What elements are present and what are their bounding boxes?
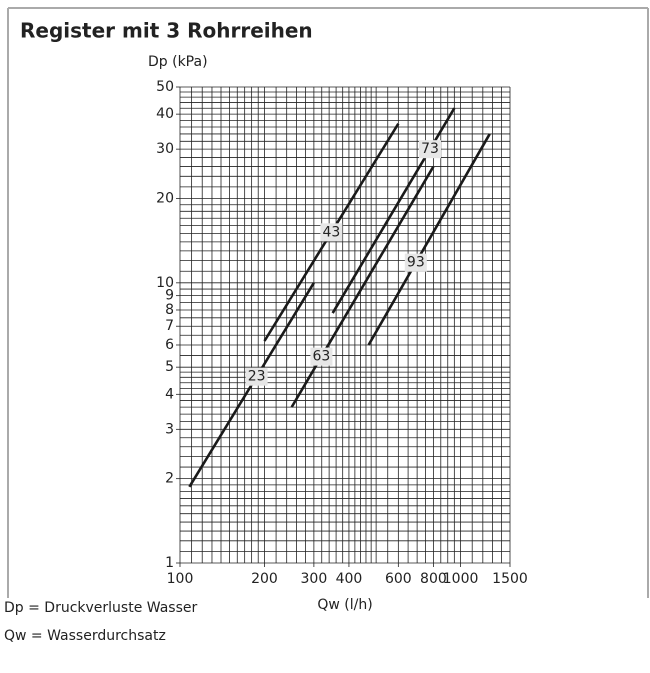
note: Qw = Wasserdurchsatz (4, 628, 166, 644)
series-line (367, 133, 491, 346)
y-tick-label: 8 (165, 302, 174, 318)
y-tick-label: 20 (156, 190, 174, 206)
y-tick-label: 5 (165, 359, 174, 375)
y-tick-label: 4 (165, 386, 174, 402)
y-tick-label: 2 (165, 471, 174, 487)
series-label-box (404, 253, 427, 272)
y-axis-label: Dp (kPa) (148, 54, 208, 70)
chart-title: Register mit 3 Rohrreihen (20, 19, 313, 43)
series-label: 73 (421, 141, 439, 157)
y-tick-label: 30 (156, 141, 174, 157)
x-tick-label: 100 (167, 571, 194, 587)
x-tick-label: 600 (385, 571, 412, 587)
x-tick-label: 400 (336, 571, 363, 587)
x-axis-label: Qw (l/h) (317, 597, 372, 613)
y-tick-label: 10 (156, 275, 174, 291)
series-label-box (320, 223, 343, 242)
series-label: 63 (313, 349, 331, 365)
x-tick-label: 1500 (492, 571, 528, 587)
y-tick-label: 3 (165, 421, 174, 437)
y-tick-label: 6 (165, 337, 174, 353)
y-tick-label: 7 (165, 318, 174, 334)
y-tick-label: 1 (165, 555, 174, 571)
x-tick-label: 200 (251, 571, 278, 587)
series-line (290, 165, 435, 408)
y-tick-label: 40 (156, 106, 174, 122)
y-tick-label: 50 (156, 79, 174, 95)
series-label-box (419, 140, 442, 159)
series-label: 43 (322, 224, 340, 240)
y-tick-label: 9 (165, 288, 174, 304)
series-line (331, 107, 456, 314)
x-tick-label: 300 (301, 571, 328, 587)
series-label-box (245, 367, 268, 386)
x-tick-label: 800 (420, 571, 447, 587)
series-label-box (310, 347, 333, 366)
series-label: 23 (248, 369, 266, 385)
note: Dp = Druckverluste Wasser (4, 600, 198, 616)
x-tick-label: 1000 (443, 571, 479, 587)
series-label: 93 (407, 255, 425, 271)
